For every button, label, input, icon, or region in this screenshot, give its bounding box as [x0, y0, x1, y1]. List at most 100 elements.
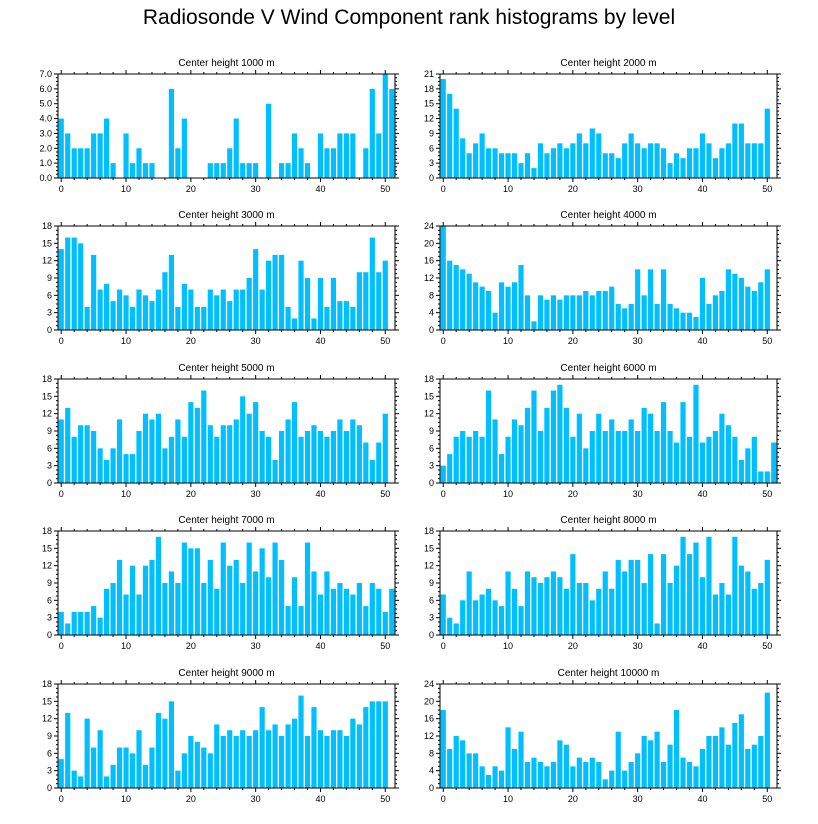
- histogram-bar: [498, 282, 505, 330]
- histogram-bar: [557, 143, 563, 178]
- histogram-bar: [188, 402, 194, 483]
- y-tick-label: 15: [424, 391, 434, 401]
- histogram-bar: [609, 419, 615, 483]
- y-tick-label: 6: [47, 443, 52, 453]
- x-tick-label: 20: [186, 489, 196, 499]
- histogram-bar: [376, 272, 382, 330]
- histogram-bar: [285, 606, 291, 635]
- histogram-bar: [272, 254, 278, 330]
- histogram-bar: [686, 436, 693, 483]
- histogram-bar: [162, 448, 168, 483]
- y-tick-label: 3: [47, 461, 52, 471]
- histogram-panel: Center height 5000 m 0 3 6 9 12 15 18 0 10 20 30 40 5…: [42, 363, 399, 499]
- histogram-bar: [181, 753, 187, 788]
- y-tick-label: 12: [424, 273, 434, 283]
- histogram-bar: [570, 436, 576, 483]
- x-tick-label: 30: [251, 184, 261, 194]
- histogram-bar: [622, 571, 628, 635]
- y-tick-label: 0: [429, 325, 434, 335]
- histogram-panel: Center height 4000 m 0 4 8 12 16 20 24 0 10 20 30 40…: [424, 210, 781, 346]
- histogram-bar: [84, 611, 90, 635]
- y-tick-label: 21: [424, 69, 434, 79]
- histogram-bar: [628, 304, 634, 330]
- histogram-bar: [207, 425, 213, 483]
- histogram-bar: [214, 724, 220, 788]
- histogram-bar: [104, 776, 110, 788]
- histogram-bar: [686, 312, 693, 330]
- histogram-bar: [563, 588, 569, 635]
- histogram-bar: [673, 710, 680, 788]
- histogram-bar: [97, 730, 103, 788]
- histogram-bar: [311, 425, 317, 483]
- panel-title: Center height 9000 m: [178, 668, 274, 679]
- y-tick-label: 6: [429, 595, 434, 605]
- histogram-bar: [266, 436, 272, 483]
- histogram-bar: [194, 741, 200, 788]
- histogram-bar: [615, 559, 621, 635]
- histogram-bar: [440, 594, 446, 635]
- histogram-bar: [576, 133, 582, 178]
- y-tick-label: 0: [429, 783, 434, 793]
- y-tick-label: 12: [424, 409, 434, 419]
- histogram-bar: [635, 559, 641, 635]
- x-tick-label: 0: [59, 489, 64, 499]
- histogram-bar: [278, 254, 285, 330]
- histogram-bar: [570, 143, 576, 178]
- y-tick-label: 12: [424, 731, 434, 741]
- histogram-bar: [311, 571, 317, 635]
- histogram-bar: [511, 419, 518, 483]
- histogram-bar: [648, 554, 654, 635]
- histogram-bar: [537, 583, 544, 635]
- x-tick-label: 50: [762, 641, 772, 651]
- histogram-bar: [518, 731, 524, 788]
- histogram-bar: [214, 295, 220, 330]
- histogram-bar: [343, 133, 349, 178]
- x-tick-label: 30: [251, 489, 261, 499]
- x-tick-label: 20: [568, 336, 578, 346]
- histogram-bar: [363, 606, 369, 635]
- histogram-bar: [304, 431, 311, 483]
- histogram-bar: [285, 419, 291, 483]
- y-tick-label: 0: [429, 173, 434, 183]
- histogram-bar: [91, 606, 97, 635]
- histogram-bar: [628, 419, 634, 483]
- histogram-bar: [712, 736, 719, 788]
- histogram-bar: [246, 413, 252, 483]
- histogram-bar: [589, 600, 595, 635]
- histogram-bar: [654, 304, 660, 330]
- histogram-bar: [641, 583, 647, 635]
- x-tick-label: 10: [121, 641, 131, 651]
- histogram-bar: [764, 471, 770, 483]
- histogram-bar: [589, 295, 595, 330]
- histogram-bar: [544, 577, 550, 635]
- histogram-bar: [602, 779, 608, 788]
- histogram-bar: [142, 565, 149, 635]
- histogram-bar: [343, 301, 349, 330]
- histogram-bar: [693, 148, 699, 178]
- y-tick-label: 6: [47, 595, 52, 605]
- histogram-bar: [771, 442, 777, 483]
- y-tick-label: 7.0: [39, 69, 52, 79]
- y-tick-label: 3: [429, 461, 434, 471]
- histogram-bar: [673, 153, 680, 178]
- histogram-bar: [317, 431, 324, 483]
- histogram-bar: [272, 459, 278, 483]
- histogram-bar: [337, 730, 343, 788]
- histogram-bar: [751, 744, 757, 788]
- y-tick-label: 9: [429, 426, 434, 436]
- histogram-bar: [181, 542, 187, 635]
- histogram-bar: [298, 148, 304, 178]
- histogram-bar: [240, 730, 246, 788]
- x-tick-label: 0: [441, 489, 446, 499]
- y-tick-label: 18: [424, 526, 434, 536]
- histogram-bar: [473, 600, 479, 635]
- panel-title: Center height 2000 m: [560, 58, 656, 69]
- histogram-bar: [324, 736, 330, 788]
- histogram-bar: [453, 623, 459, 635]
- y-tick-label: 6.0: [39, 84, 52, 94]
- histogram-bar: [758, 471, 764, 483]
- histogram-bar: [71, 148, 77, 178]
- histogram-bar: [751, 436, 757, 483]
- histogram-bar: [227, 301, 233, 330]
- histogram-bar: [725, 269, 731, 330]
